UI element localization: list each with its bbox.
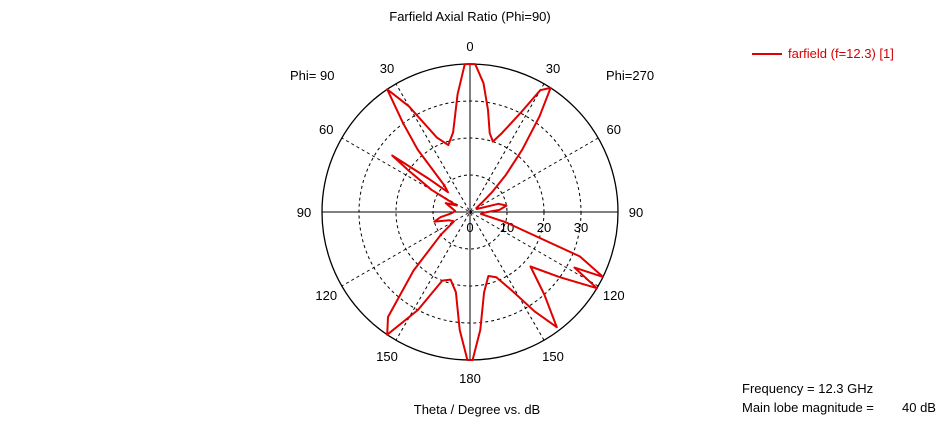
legend-label: farfield (f=12.3) [1] xyxy=(788,46,894,61)
series-line xyxy=(386,63,604,361)
grid-spoke xyxy=(395,83,545,341)
angle-tick-label: 150 xyxy=(542,349,564,364)
radial-tick-label: 20 xyxy=(537,220,551,235)
series-layer xyxy=(386,63,604,361)
angle-tick-label: 90 xyxy=(629,205,643,220)
grid-spoke xyxy=(341,137,599,287)
angle-tick-label: 180 xyxy=(459,371,481,386)
angle-tick-label: 90 xyxy=(297,205,311,220)
grid-spoke xyxy=(341,137,599,287)
angle-tick-label: 120 xyxy=(315,288,337,303)
chart-title: Farfield Axial Ratio (Phi=90) xyxy=(389,9,551,24)
angle-tick-label: 60 xyxy=(607,122,621,137)
radial-tick-label: 0 xyxy=(466,220,473,235)
angle-tick-label: 120 xyxy=(603,288,625,303)
legend: farfield (f=12.3) [1] xyxy=(752,46,894,61)
side-label-left: Phi= 90 xyxy=(290,68,334,83)
legend-swatch xyxy=(752,52,782,55)
angle-tick-labels: 0 30 60 90 120 150 180 150 120 90 60 30 xyxy=(297,39,643,386)
angle-tick-label: 0 xyxy=(466,39,473,54)
side-label-right: Phi=270 xyxy=(606,68,654,83)
polar-grid xyxy=(321,63,619,361)
main-lobe-value: 40 dB xyxy=(902,400,936,415)
main-lobe-label: Main lobe magnitude = xyxy=(742,400,874,415)
frequency-label: Frequency = 12.3 GHz xyxy=(742,381,874,396)
x-axis-label: Theta / Degree vs. dB xyxy=(414,402,540,417)
angle-tick-label: 30 xyxy=(546,61,560,76)
angle-tick-label: 150 xyxy=(376,349,398,364)
angle-tick-label: 30 xyxy=(380,61,394,76)
angle-tick-label: 60 xyxy=(319,122,333,137)
radial-tick-label: 30 xyxy=(574,220,588,235)
center-marker xyxy=(467,209,473,215)
